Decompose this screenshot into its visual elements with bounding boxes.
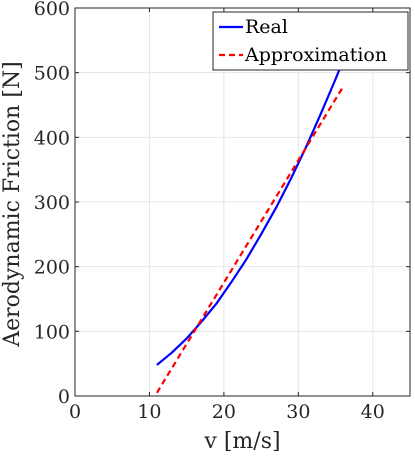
axes (74, 7, 411, 397)
y-tick-label: 400 (34, 127, 70, 149)
y-tick-label: 200 (34, 257, 70, 279)
x-tick-label: 30 (286, 401, 310, 423)
legend-box (212, 11, 409, 71)
legend-label-approximation: Approximation (244, 44, 387, 66)
y-tick-label: 500 (34, 63, 70, 85)
y-tick-label: 600 (34, 0, 70, 20)
x-tick-label: 10 (137, 401, 161, 423)
x-axis-label: v [m/s] (203, 429, 280, 454)
legend: Real Approximation (212, 11, 409, 71)
y-tick-label: 0 (58, 386, 70, 408)
y-tick-label: 100 (34, 321, 70, 343)
x-tick-label: 0 (69, 401, 81, 423)
y-axis-label: Aerodynamic Friction [N] (0, 61, 25, 348)
series-line-real (156, 65, 342, 366)
series-line-approximation (155, 86, 344, 394)
x-tick-label: 20 (212, 401, 236, 423)
x-tick-label: 40 (361, 401, 385, 423)
y-tick-label: 300 (34, 192, 70, 214)
plot-series (155, 65, 344, 394)
legend-label-real: Real (245, 16, 288, 38)
